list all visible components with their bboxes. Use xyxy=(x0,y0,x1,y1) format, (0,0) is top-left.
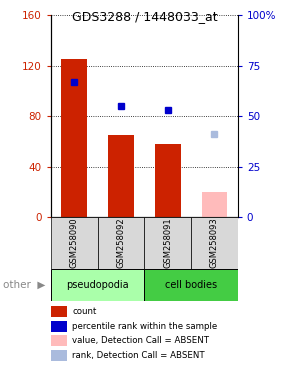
Text: GSM258091: GSM258091 xyxy=(163,218,172,268)
Text: value, Detection Call = ABSENT: value, Detection Call = ABSENT xyxy=(72,336,209,345)
Text: rank, Detection Call = ABSENT: rank, Detection Call = ABSENT xyxy=(72,351,205,360)
Text: percentile rank within the sample: percentile rank within the sample xyxy=(72,322,218,331)
Text: GSM258090: GSM258090 xyxy=(70,218,79,268)
Text: GSM258092: GSM258092 xyxy=(116,218,125,268)
Bar xyxy=(108,135,134,217)
Text: cell bodies: cell bodies xyxy=(165,280,217,290)
Text: GDS3288 / 1448033_at: GDS3288 / 1448033_at xyxy=(72,10,218,23)
Bar xyxy=(202,192,227,217)
Bar xyxy=(191,217,238,269)
Bar xyxy=(144,269,238,301)
Text: count: count xyxy=(72,307,97,316)
Bar xyxy=(144,217,191,269)
Text: other  ▶: other ▶ xyxy=(3,280,45,290)
Bar xyxy=(51,269,144,301)
Bar xyxy=(97,217,144,269)
Bar xyxy=(61,60,87,217)
Text: pseudopodia: pseudopodia xyxy=(66,280,129,290)
Bar xyxy=(51,217,97,269)
Text: GSM258093: GSM258093 xyxy=(210,217,219,268)
Bar xyxy=(155,144,180,217)
